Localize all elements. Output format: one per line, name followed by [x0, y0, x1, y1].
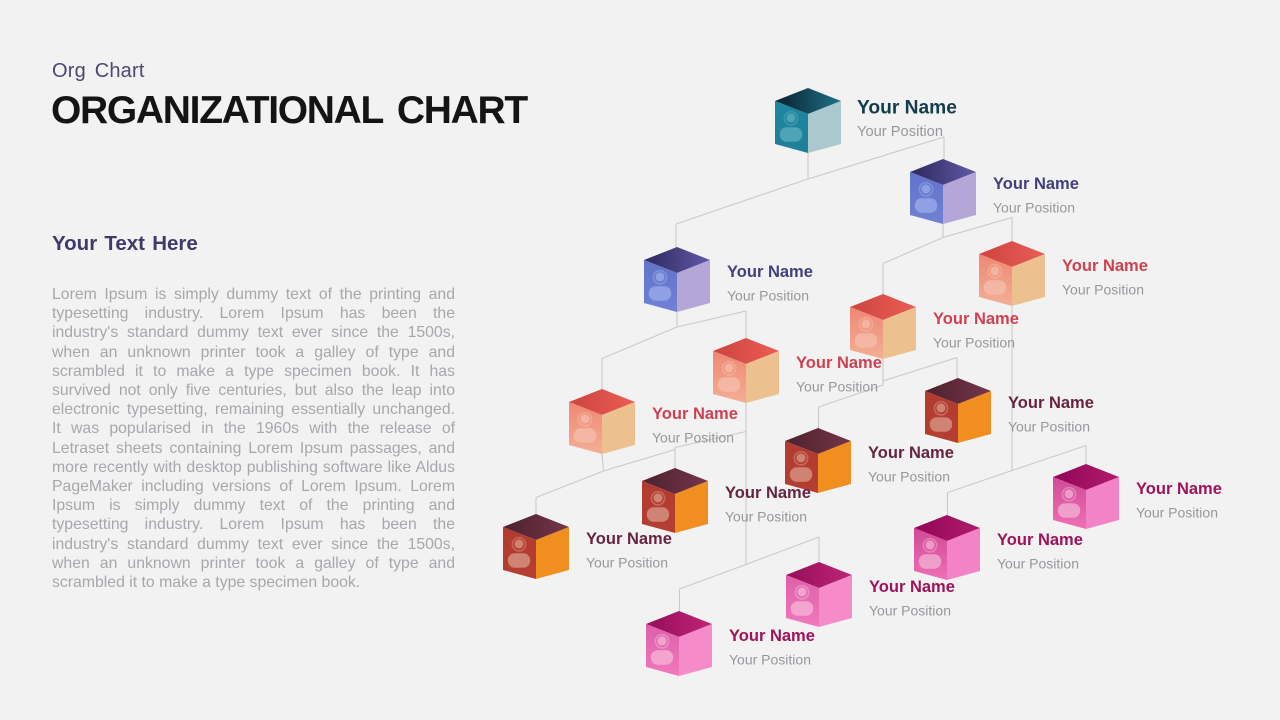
svg-text:Your Name: Your Name [1008, 394, 1094, 412]
svg-text:Your Name: Your Name [1062, 257, 1148, 275]
svg-text:Your Name: Your Name [997, 531, 1083, 549]
svg-text:Your Position: Your Position [1136, 505, 1218, 521]
svg-text:Your Name: Your Name [868, 444, 954, 462]
svg-text:Your Position: Your Position [933, 335, 1015, 351]
svg-text:Your Name: Your Name [586, 530, 672, 548]
svg-text:Your Position: Your Position [727, 288, 809, 304]
svg-text:Your Name: Your Name [933, 310, 1019, 328]
svg-text:Your Position: Your Position [857, 124, 943, 140]
svg-text:Your Position: Your Position [869, 603, 951, 619]
svg-text:Your Name: Your Name [729, 627, 815, 645]
svg-text:Your Position: Your Position [997, 556, 1079, 572]
svg-text:Your Position: Your Position [1062, 282, 1144, 298]
svg-text:Your Position: Your Position [725, 509, 807, 525]
svg-text:Your Name: Your Name [857, 97, 957, 118]
svg-text:Your Name: Your Name [727, 263, 813, 281]
svg-text:Your Position: Your Position [586, 555, 668, 571]
svg-text:Your Position: Your Position [1008, 419, 1090, 435]
svg-text:Your Name: Your Name [725, 484, 811, 502]
svg-text:Your Name: Your Name [796, 354, 882, 372]
svg-text:Your Name: Your Name [993, 175, 1079, 193]
svg-text:Your Name: Your Name [869, 578, 955, 596]
svg-text:Your Position: Your Position [868, 469, 950, 485]
svg-text:Your Position: Your Position [729, 652, 811, 668]
svg-text:Your Name: Your Name [1136, 480, 1222, 498]
svg-text:Your Position: Your Position [652, 430, 734, 446]
svg-text:Your Position: Your Position [993, 200, 1075, 216]
svg-text:Your Name: Your Name [652, 405, 738, 423]
svg-text:Your Position: Your Position [796, 379, 878, 395]
